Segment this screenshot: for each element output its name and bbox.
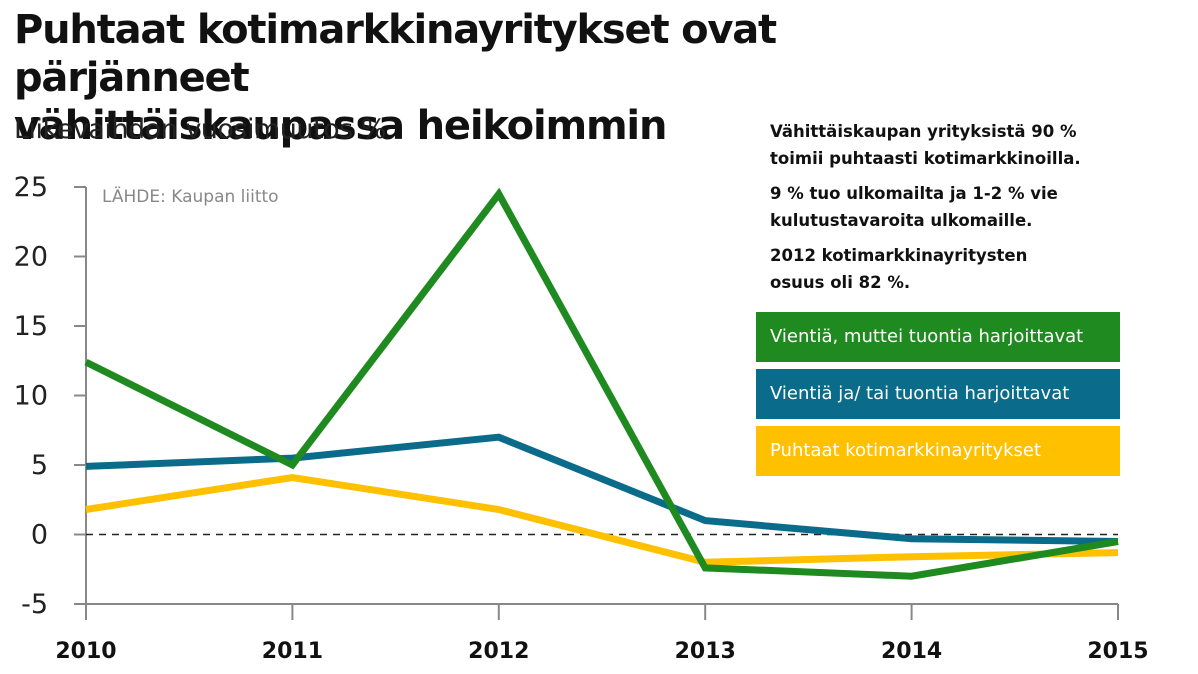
note-2-line-2: kulutustavaroita ulkomaille. <box>770 211 1033 230</box>
x-tick-label: 2015 <box>1087 639 1148 664</box>
y-tick-label: 10 <box>14 381 48 412</box>
note-1-line-1: Vähittäiskaupan yrityksistä 90 % <box>770 122 1077 141</box>
x-tick-label: 2012 <box>468 639 529 664</box>
note-1-line-2: toimii puhtaasti kotimarkkinoilla. <box>770 149 1081 168</box>
y-tick-label: 20 <box>14 242 48 273</box>
chart-title-line-2: vähittäiskaupassa heikoimmin <box>14 103 667 149</box>
y-tick-label: 5 <box>31 450 48 481</box>
legend-label-export-only: Vientiä, muttei tuontia harjoittavat <box>770 326 1084 347</box>
note-1: Vähittäiskaupan yrityksistä 90 % toimii … <box>770 118 1150 172</box>
note-3-line-2: osuus oli 82 %. <box>770 273 911 292</box>
source-label: LÄHDE: Kaupan liitto <box>102 187 279 207</box>
series-line-export-only <box>84 187 1119 580</box>
y-tick-label: 25 <box>14 172 48 203</box>
y-tick-label: 15 <box>14 311 48 342</box>
legend-item-domestic-only: Puhtaat kotimarkkinayritykset <box>756 426 1120 476</box>
chart-title: Puhtaat kotimarkkinayritykset ovat pärjä… <box>14 6 1014 150</box>
legend-item-export-only: Vientiä, muttei tuontia harjoittavat <box>756 312 1120 362</box>
legend-item-export-or-import: Vientiä ja/ tai tuontia harjoittavat <box>756 369 1120 419</box>
chart-title-line-1: Puhtaat kotimarkkinayritykset ovat pärjä… <box>14 7 777 101</box>
note-3: 2012 kotimarkkinayritysten osuus oli 82 … <box>770 242 1150 296</box>
y-tick-label: 0 <box>31 520 48 551</box>
x-tick-label: 2010 <box>55 639 116 664</box>
series-line-export-or-import <box>85 433 1119 545</box>
series-line-domestic-only <box>85 473 1119 566</box>
legend-label-export-or-import: Vientiä ja/ tai tuontia harjoittavat <box>770 383 1070 404</box>
note-2-line-1: 9 % tuo ulkomailta ja 1-2 % vie <box>770 184 1058 203</box>
y-tick-label: -5 <box>21 589 48 620</box>
x-tick-label: 2013 <box>675 639 736 664</box>
x-tick-label: 2014 <box>881 639 942 664</box>
note-2: 9 % tuo ulkomailta ja 1-2 % vie kulutust… <box>770 180 1150 234</box>
chart-subtitle: Liikevaihdon vuosimuutos % <box>14 114 386 145</box>
note-3-line-1: 2012 kotimarkkinayritysten <box>770 246 1028 265</box>
legend-label-domestic-only: Puhtaat kotimarkkinayritykset <box>770 440 1042 461</box>
x-tick-label: 2011 <box>262 639 323 664</box>
